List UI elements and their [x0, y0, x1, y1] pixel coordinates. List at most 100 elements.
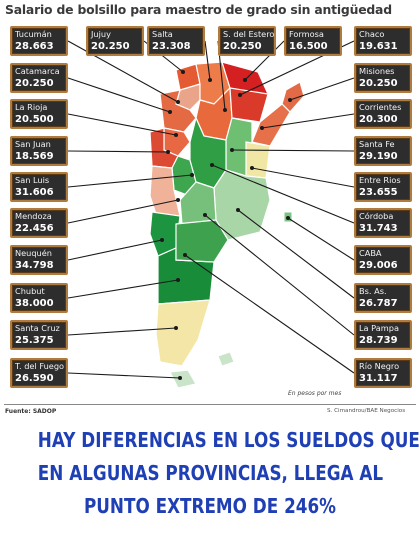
board-mendoza: Mendoza 22.456 [10, 208, 68, 238]
board-sanluis: San Luis 31.606 [10, 172, 68, 202]
leader-dot-misiones [288, 98, 292, 102]
province-name: Jujuy [91, 29, 111, 39]
board-chaco: Chaco 19.631 [354, 26, 412, 56]
board-entrerios: Entre Rios 23.655 [354, 172, 412, 202]
province-salary: 38.000 [15, 298, 54, 309]
province-name: La Pampa [359, 323, 399, 333]
board-sdelestero: S. del Estero 20.250 [218, 26, 276, 56]
leader-dot-tdelfuego [178, 376, 182, 380]
province-name: Chaco [359, 29, 385, 39]
board-chubut: Chubut 38.000 [10, 283, 68, 313]
province-name: San Juan [15, 139, 51, 149]
leader-line-entrerios [251, 167, 355, 188]
leader-line-tdelfuego [67, 372, 181, 379]
province-salary: 26.590 [15, 373, 54, 384]
board-catamarca: Catamarca 20.250 [10, 63, 68, 93]
argentina-map [67, 40, 355, 389]
board-lapampa: La Pampa 28.739 [354, 320, 412, 350]
province-salary: 23.655 [359, 187, 398, 198]
province-chaco [229, 87, 269, 123]
province-salary: 22.456 [15, 223, 54, 234]
province-salary: 31.117 [359, 373, 398, 384]
board-rionegro: Río Negro 31.117 [354, 358, 412, 388]
board-tucuman: Tucumán 28.663 [10, 26, 68, 56]
leader-dot-sdelestero [223, 108, 227, 112]
province-name: Santa Fe [359, 139, 395, 149]
province-salary: 28.739 [359, 335, 398, 346]
board-sanjuan: San Juan 18.569 [10, 136, 68, 166]
leader-line-chubut [67, 279, 179, 299]
leader-line-corrientes [261, 113, 355, 129]
board-larioja: La Rioja 20.500 [10, 99, 68, 129]
leader-line-lapampa [204, 214, 355, 336]
headline-line: HAY DIFERENCIAS EN LOS SUELDOS QUE, [37, 428, 420, 452]
leader-line-bsas [237, 209, 355, 299]
province-salary: 20.250 [15, 78, 54, 89]
board-misiones: Misiones 20.250 [354, 63, 412, 93]
province-name: San Luis [15, 175, 50, 185]
province-salary: 20.500 [15, 114, 54, 125]
leader-dot-mendoza [176, 198, 180, 202]
leader-dot-bsas [236, 208, 240, 212]
footer-rule [4, 404, 416, 405]
leader-dot-sanjuan [166, 150, 170, 154]
leader-dot-larioja [174, 133, 178, 137]
province-name: T. del Fuego [15, 361, 65, 371]
province-name: Río Negro [359, 361, 400, 371]
province-tdelfuego [169, 369, 197, 389]
province-name: Entre Rios [359, 175, 401, 185]
province-lapampa [179, 181, 217, 225]
province-misiones [281, 81, 305, 113]
leader-dot-lapampa [203, 213, 207, 217]
leader-line-mendoza [67, 199, 179, 224]
province-salary: 31.743 [359, 223, 398, 234]
province-entrerios [245, 141, 271, 179]
leader-dot-rionegro [183, 253, 187, 257]
headline-line: PUNTO EXTREMO DE 246% [83, 494, 337, 518]
leader-dot-sanluis [190, 173, 194, 177]
province-salary: 23.308 [152, 41, 191, 52]
province-name: Catamarca [15, 66, 60, 76]
board-bsas: Bs. As. 26.787 [354, 283, 412, 313]
units-note: En pesos por mes [288, 390, 342, 397]
province-salary: 19.631 [359, 41, 398, 52]
leader-line-sanjuan [67, 150, 169, 153]
province-name: Mendoza [15, 211, 52, 221]
leader-lines [67, 40, 355, 379]
leader-dot-formosa [243, 78, 247, 82]
leader-line-formosa [244, 40, 285, 81]
leader-dot-catamarca [168, 110, 172, 114]
leader-line-cordoba [211, 164, 355, 224]
province-regions [149, 61, 305, 389]
province-name: Santa Cruz [15, 323, 60, 333]
province-name: Tucumán [15, 29, 52, 39]
leader-line-sanluis [67, 174, 193, 188]
credit-label: S. Cimandrou/BAE Negocios [327, 408, 406, 414]
board-neuquen: Neuquén 34.798 [10, 245, 68, 275]
leader-line-santafe [231, 149, 355, 152]
province-salary: 29.006 [359, 260, 398, 271]
leader-dot-entrerios [250, 166, 254, 170]
leader-dot-neuquen [160, 238, 164, 242]
province-name: Chubut [15, 286, 45, 296]
islands-shape [217, 351, 235, 367]
board-tdelfuego: T. del Fuego 26.590 [10, 358, 68, 388]
province-name: S. del Estero [223, 29, 275, 39]
leader-line-misiones [289, 77, 355, 101]
province-name: CABA [359, 248, 382, 258]
leader-dot-chaco [238, 93, 242, 97]
leader-dot-tucuman [176, 100, 180, 104]
province-salary: 16.500 [289, 41, 328, 52]
headline-line: EN ALGUNAS PROVINCIAS, LLEGA AL [37, 461, 384, 485]
leader-dot-corrientes [260, 126, 264, 130]
province-salary: 31.606 [15, 187, 54, 198]
province-salary: 20.300 [359, 114, 398, 125]
leader-dot-chubut [176, 278, 180, 282]
province-name: La Rioja [15, 102, 48, 112]
province-salary: 18.569 [15, 151, 54, 162]
leader-line-santacruz [67, 327, 177, 336]
province-salary: 28.663 [15, 41, 54, 52]
leader-dot-santacruz [174, 326, 178, 330]
province-salary: 20.250 [359, 78, 398, 89]
board-cordoba: Córdoba 31.743 [354, 208, 412, 238]
